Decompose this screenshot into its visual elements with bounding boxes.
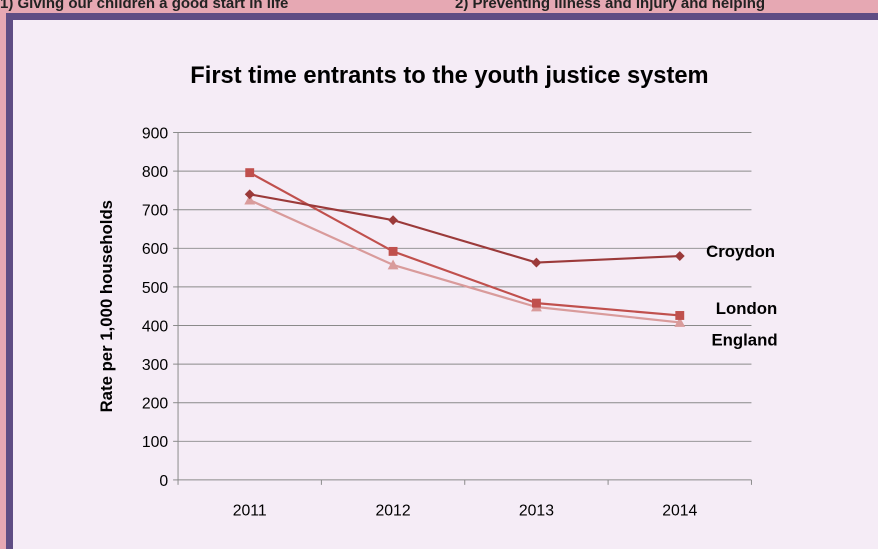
series-line-london [249,171,680,317]
y-tick-label-800: 800 [142,164,169,181]
x-tick-label-2013: 2013 [519,502,554,519]
x-tick-label-2012: 2012 [376,502,411,519]
point-london-2014 [675,311,685,320]
y-tick-label-300: 300 [142,357,169,374]
top-strip-text-left: 1) Giving our children a good start in l… [0,0,289,12]
point-croydon-2014 [674,251,685,261]
series-label-london: London [716,299,777,318]
point-croydon-2011 [244,189,255,200]
point-london-2011 [245,168,255,178]
chart-frame: 0 100 200 300 400 500 600 700 800 900 2011 2012 2013… [6,13,878,549]
series-line-croydon [249,193,680,264]
top-strip-text-right: 2) Preventing illness and injury and hel… [455,0,766,12]
point-london-2013 [531,298,541,308]
x-tick-label-2014: 2014 [662,502,697,519]
point-london-2012 [388,246,398,256]
point-croydon-2012 [388,215,399,226]
point-england-2011 [244,194,256,205]
point-england-2012 [387,259,399,270]
chart-title: First time entrants to the youth justice… [190,63,708,89]
y-axis-label: Rate per 1,000 households [97,200,116,412]
y-tick-label-0: 0 [159,473,168,490]
x-tick-label-2011: 2011 [233,502,267,519]
series-line-england [249,199,680,324]
y-tick-label-400: 400 [142,318,169,335]
series-label-england: England [711,331,777,350]
y-tick-label-500: 500 [142,280,169,297]
line-chart: 0 100 200 300 400 500 600 700 800 900 2011 2012 2013… [97,63,778,519]
y-tick-label-100: 100 [142,434,169,451]
point-england-2014 [674,316,686,327]
y-tick-label-900: 900 [142,125,169,142]
series-label-croydon: Croydon [706,242,775,261]
y-tick-label-600: 600 [142,241,169,258]
y-tick-label-700: 700 [142,203,169,220]
point-croydon-2013 [531,257,542,268]
y-tick-label-200: 200 [142,396,169,413]
